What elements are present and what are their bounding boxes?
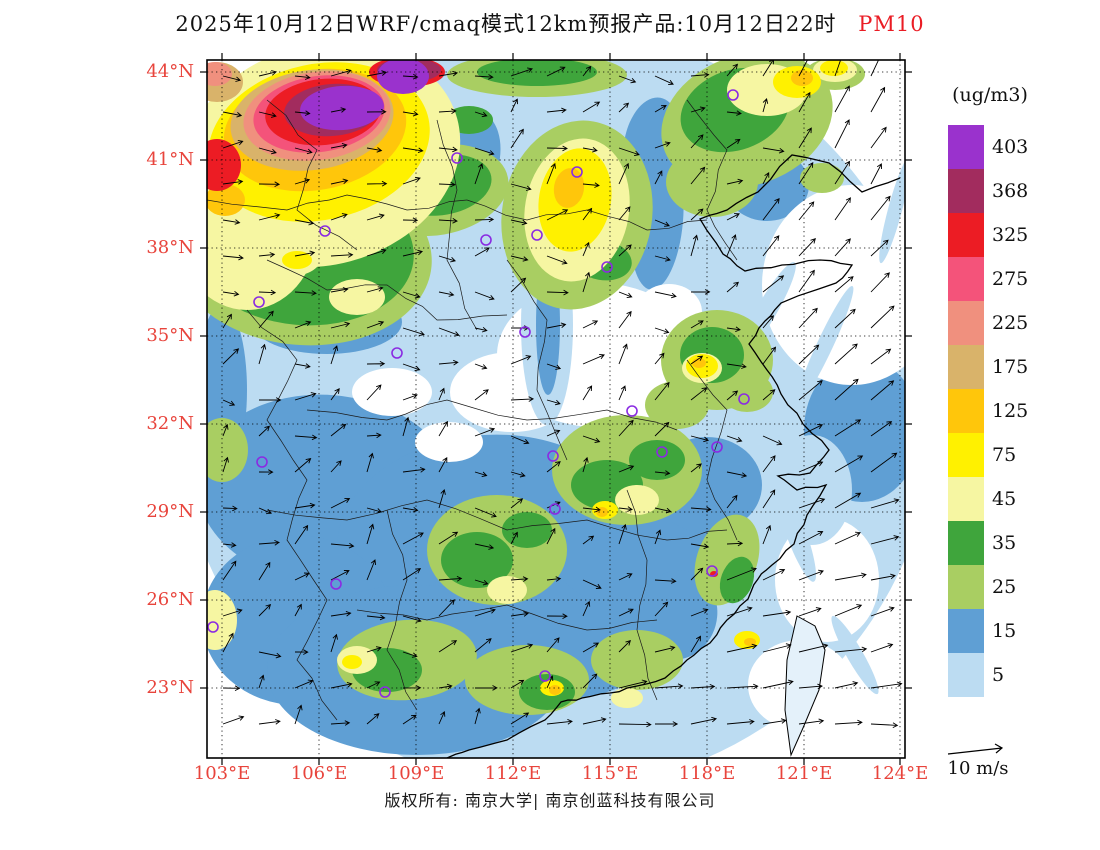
pm10-field [207, 60, 905, 758]
wind-arrows [222, 60, 903, 729]
lat-axis-label: 29°N [146, 501, 194, 522]
colorbar-cell [948, 653, 984, 697]
colorbar-tick-label: 45 [992, 488, 1017, 510]
colorbar-cell [948, 301, 984, 345]
lat-axis-label: 32°N [146, 413, 194, 434]
colorbar-tick-label: 325 [992, 224, 1029, 246]
wind-scale-label: 10 m/s [947, 758, 1009, 779]
colorbar-cell [948, 433, 984, 477]
coastline [446, 154, 901, 758]
colorbar-cell [948, 697, 984, 741]
colorbar-cell [948, 257, 984, 301]
colorbar-tick-label: 175 [992, 356, 1029, 378]
colorbar-cell [948, 125, 984, 169]
lon-axis-label: 112°E [484, 763, 542, 784]
colorbar-cell [948, 609, 984, 653]
lon-axis-label: 109°E [387, 763, 445, 784]
colorbar-cell [948, 389, 984, 433]
colorbar-tick-label: 35 [992, 532, 1017, 554]
lon-axis-label: 115°E [581, 763, 639, 784]
lat-axis-label: 38°N [146, 237, 194, 258]
plot-title: 2025年10月12日WRF/cmaq模式12km预报产品:10月12日22时 … [0, 8, 1100, 38]
colorbar-tick-label: 225 [992, 312, 1029, 334]
copyright-footer: 版权所有: 南京大学| 南京创蓝科技有限公司 [384, 791, 716, 810]
colorbar-tick-label: 368 [992, 180, 1029, 202]
lat-axis-label: 23°N [146, 677, 194, 698]
lat-axis-label: 35°N [146, 325, 194, 346]
colorbar: 403 368 325 275 225 175 125 75 45 35 25 15 5 [948, 125, 1048, 745]
colorbar-tick-label: 125 [992, 400, 1029, 422]
lon-axis-label: 118°E [678, 763, 736, 784]
lat-axis-label: 44°N [146, 61, 194, 82]
station-markers [207, 89, 750, 698]
lon-axis-label: 106°E [290, 763, 348, 784]
province-boundaries [207, 99, 738, 721]
plot-title-text: 2025年10月12日WRF/cmaq模式12km预报产品:10月12日22时 [175, 12, 837, 36]
taiwan-island [784, 615, 826, 757]
lat-axis-label: 26°N [146, 589, 194, 610]
colorbar-tick-label: 15 [992, 620, 1017, 642]
colorbar-tick-label: 75 [992, 444, 1017, 466]
colorbar-cell [948, 521, 984, 565]
lon-axis-label: 124°E [871, 763, 929, 784]
colorbar-cell [948, 169, 984, 213]
forecast-map [200, 53, 912, 765]
colorbar-tick-label: 403 [992, 136, 1029, 158]
map-frame [206, 59, 906, 759]
colorbar-tick-label: 275 [992, 268, 1029, 290]
colorbar-tick-label: 25 [992, 576, 1017, 598]
pollutant-label: PM10 [858, 12, 925, 36]
lat-axis-label: 41°N [146, 149, 194, 170]
lon-axis-label: 103°E [193, 763, 251, 784]
colorbar-cell [948, 565, 984, 609]
axis-ticks [200, 53, 912, 765]
colorbar-cell [948, 213, 984, 257]
wind-scale-arrow-icon [947, 743, 1004, 755]
lon-axis-label: 121°E [775, 763, 833, 784]
unit-label: (ug/m3) [952, 84, 1028, 106]
colorbar-tick-label: 5 [992, 664, 1005, 686]
colorbar-cell [948, 345, 984, 389]
colorbar-cell [948, 477, 984, 521]
